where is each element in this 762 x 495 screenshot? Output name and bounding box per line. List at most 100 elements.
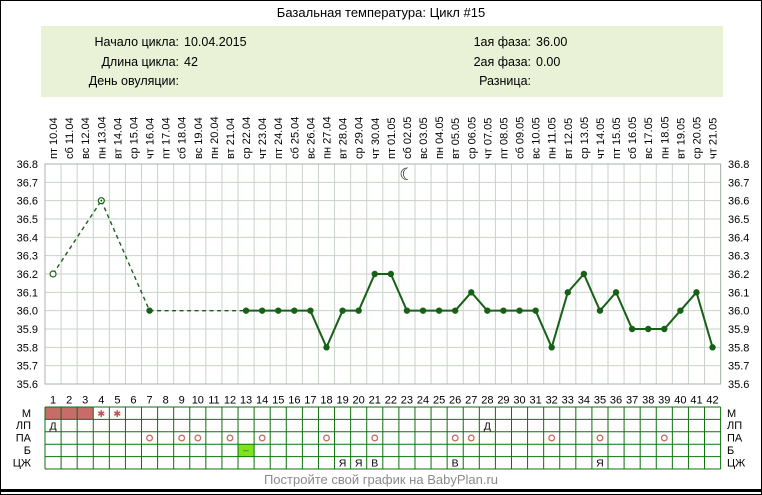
intercourse-circle-icon bbox=[194, 434, 202, 442]
data-point bbox=[146, 307, 153, 314]
cycle-start-label: Начало цикла: bbox=[94, 35, 180, 49]
data-point bbox=[484, 307, 491, 314]
svg-text:35.7: 35.7 bbox=[728, 361, 749, 373]
svg-text:32: 32 bbox=[546, 395, 558, 407]
svg-text:сб 25.04: сб 25.04 bbox=[289, 117, 301, 159]
svg-text:сб 09.05: сб 09.05 bbox=[515, 117, 527, 159]
svg-text:14: 14 bbox=[256, 395, 268, 407]
phase1-value: 36.00 bbox=[536, 35, 568, 49]
svg-text:ЦЖ: ЦЖ bbox=[727, 457, 745, 469]
svg-text:25: 25 bbox=[433, 395, 445, 407]
svg-text:1: 1 bbox=[50, 395, 56, 407]
svg-text:чт 21.05: чт 21.05 bbox=[708, 118, 720, 159]
svg-text:40: 40 bbox=[674, 395, 686, 407]
phase2-value: 0.00 bbox=[536, 54, 561, 69]
data-point bbox=[693, 289, 700, 296]
svg-text:пн 27.04: пн 27.04 bbox=[322, 116, 334, 159]
svg-text:✱: ✱ bbox=[113, 409, 121, 420]
phase2-label: 2ая фаза: bbox=[473, 54, 531, 69]
data-point bbox=[291, 307, 298, 314]
cycle-start-value: 10.04.2015 bbox=[184, 35, 247, 49]
data-point bbox=[500, 307, 507, 314]
svg-text:Б: Б bbox=[727, 445, 734, 457]
svg-text:М: М bbox=[727, 408, 736, 420]
data-point bbox=[548, 344, 555, 351]
svg-text:пн 04.05: пн 04.05 bbox=[434, 116, 446, 159]
svg-text:3: 3 bbox=[82, 395, 88, 407]
data-point bbox=[419, 307, 427, 314]
footer-credit: Постройте свой график на BabyPlan.ru bbox=[263, 472, 499, 487]
intercourse-circle-icon bbox=[146, 434, 154, 442]
svg-text:вт 14.04: вт 14.04 bbox=[112, 118, 124, 159]
svg-text:36.1: 36.1 bbox=[17, 287, 38, 299]
svg-text:35.6: 35.6 bbox=[17, 379, 38, 391]
svg-text:пн 20.04: пн 20.04 bbox=[209, 116, 221, 159]
svg-text:ср 06.05: ср 06.05 bbox=[466, 117, 478, 159]
svg-text:Д: Д bbox=[49, 420, 56, 432]
svg-text:Б: Б bbox=[24, 445, 31, 457]
intercourse-circle-icon bbox=[226, 434, 234, 442]
svg-text:23: 23 bbox=[401, 395, 413, 407]
svg-text:пт 01.05: пт 01.05 bbox=[386, 117, 398, 159]
data-point bbox=[435, 307, 443, 314]
svg-text:Д: Д bbox=[484, 420, 491, 432]
svg-text:✱: ✱ bbox=[97, 409, 105, 420]
data-point bbox=[516, 307, 523, 314]
menstruation-block bbox=[45, 407, 94, 420]
svg-text:чт 16.04: чт 16.04 bbox=[145, 118, 157, 159]
chart-grid bbox=[44, 163, 722, 385]
table-marks: ✱ ✱Д Д–Я Я В В Я bbox=[49, 409, 668, 469]
phase2-row: 2ая фаза: 0.00 bbox=[426, 53, 567, 73]
svg-text:вс 26.04: вс 26.04 bbox=[305, 117, 317, 159]
svg-text:35.6: 35.6 bbox=[728, 379, 749, 391]
svg-text:чт 23.04: чт 23.04 bbox=[257, 118, 269, 159]
data-point bbox=[451, 307, 459, 314]
svg-text:вс 17.05: вс 17.05 bbox=[643, 117, 655, 159]
svg-text:20: 20 bbox=[353, 395, 365, 407]
svg-text:36.2: 36.2 bbox=[17, 269, 38, 281]
svg-text:ПА: ПА bbox=[727, 433, 743, 445]
phase1-label: 1ая фаза: bbox=[473, 35, 531, 49]
data-point bbox=[275, 307, 282, 314]
svg-text:чт 14.05: чт 14.05 bbox=[595, 118, 607, 159]
svg-text:ср 22.04: ср 22.04 bbox=[241, 117, 253, 159]
svg-text:ПА: ПА bbox=[16, 433, 32, 445]
svg-text:вт 28.04: вт 28.04 bbox=[338, 118, 350, 159]
intercourse-circle-icon bbox=[371, 434, 379, 442]
svg-text:вт 05.05: вт 05.05 bbox=[450, 118, 462, 159]
svg-text:36.3: 36.3 bbox=[728, 251, 749, 263]
svg-text:–: – bbox=[243, 446, 249, 457]
data-point bbox=[677, 307, 684, 314]
svg-text:сб 16.05: сб 16.05 bbox=[627, 117, 639, 159]
svg-text:33: 33 bbox=[562, 395, 574, 407]
cycle-length-row: Длина цикла: 42 bbox=[59, 53, 247, 73]
svg-text:сб 11.04: сб 11.04 bbox=[64, 117, 76, 159]
svg-text:ср 29.04: ср 29.04 bbox=[354, 117, 366, 159]
intercourse-circle-icon bbox=[323, 434, 330, 442]
data-point-unreliable bbox=[49, 270, 57, 278]
intercourse-circle-icon bbox=[451, 434, 459, 442]
svg-text:пт 15.05: пт 15.05 bbox=[611, 117, 623, 159]
svg-text:☾: ☾ bbox=[399, 165, 414, 185]
svg-text:36.3: 36.3 bbox=[17, 251, 38, 263]
svg-text:36.7: 36.7 bbox=[728, 177, 749, 189]
data-point bbox=[709, 344, 716, 351]
svg-text:34: 34 bbox=[578, 395, 590, 407]
intercourse-circle-icon bbox=[258, 434, 266, 442]
svg-text:36.2: 36.2 bbox=[728, 269, 749, 281]
data-point bbox=[532, 307, 539, 314]
svg-text:12: 12 bbox=[224, 395, 236, 407]
svg-text:Я: Я bbox=[339, 457, 347, 469]
svg-text:вс 03.05: вс 03.05 bbox=[418, 117, 430, 159]
svg-text:ср 15.04: ср 15.04 bbox=[128, 117, 140, 159]
svg-text:ЛП: ЛП bbox=[727, 420, 742, 432]
cycle-info-box: Начало цикла: 10.04.2015 Длина цикла: 42… bbox=[41, 26, 723, 97]
svg-text:22: 22 bbox=[385, 395, 397, 407]
cycle-start-row: Начало цикла: 10.04.2015 bbox=[59, 33, 247, 53]
data-point bbox=[645, 325, 652, 333]
footer-divider bbox=[1, 489, 761, 492]
svg-text:35: 35 bbox=[594, 395, 606, 407]
svg-text:36.5: 36.5 bbox=[728, 214, 749, 226]
